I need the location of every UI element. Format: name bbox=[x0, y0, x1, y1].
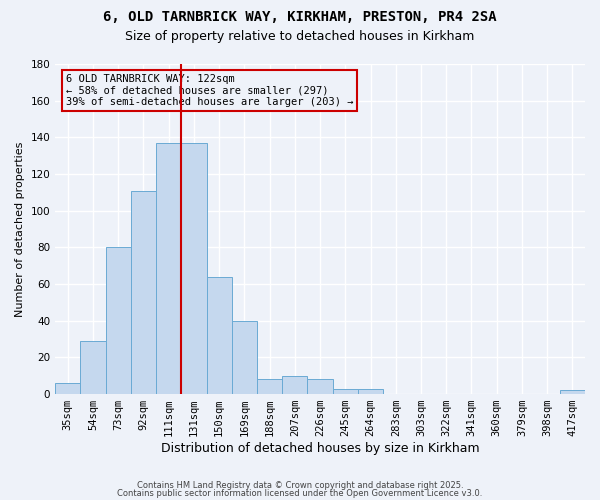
Bar bbox=[358, 388, 383, 394]
Bar bbox=[206, 276, 232, 394]
Bar bbox=[181, 143, 206, 394]
Text: Contains public sector information licensed under the Open Government Licence v3: Contains public sector information licen… bbox=[118, 488, 482, 498]
Y-axis label: Number of detached properties: Number of detached properties bbox=[15, 142, 25, 316]
Text: Contains HM Land Registry data © Crown copyright and database right 2025.: Contains HM Land Registry data © Crown c… bbox=[137, 481, 463, 490]
Bar bbox=[80, 341, 106, 394]
Text: Size of property relative to detached houses in Kirkham: Size of property relative to detached ho… bbox=[125, 30, 475, 43]
Bar bbox=[560, 390, 585, 394]
Text: 6 OLD TARNBRICK WAY: 122sqm
← 58% of detached houses are smaller (297)
39% of se: 6 OLD TARNBRICK WAY: 122sqm ← 58% of det… bbox=[66, 74, 353, 107]
Bar bbox=[106, 248, 131, 394]
X-axis label: Distribution of detached houses by size in Kirkham: Distribution of detached houses by size … bbox=[161, 442, 479, 455]
Bar bbox=[282, 376, 307, 394]
Bar bbox=[156, 143, 181, 394]
Text: 6, OLD TARNBRICK WAY, KIRKHAM, PRESTON, PR4 2SA: 6, OLD TARNBRICK WAY, KIRKHAM, PRESTON, … bbox=[103, 10, 497, 24]
Bar bbox=[55, 383, 80, 394]
Bar bbox=[332, 388, 358, 394]
Bar bbox=[257, 380, 282, 394]
Bar bbox=[232, 320, 257, 394]
Bar bbox=[307, 380, 332, 394]
Bar bbox=[131, 190, 156, 394]
